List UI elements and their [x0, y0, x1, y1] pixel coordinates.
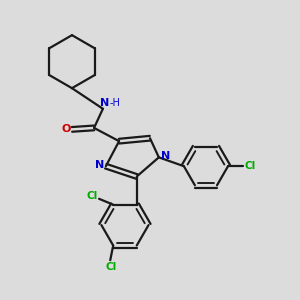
Text: Cl: Cl: [86, 191, 97, 201]
Text: Cl: Cl: [105, 262, 116, 272]
Text: Cl: Cl: [244, 161, 256, 171]
Text: N: N: [100, 98, 109, 109]
Text: N: N: [161, 151, 170, 161]
Text: O: O: [61, 124, 71, 134]
Text: -H: -H: [109, 98, 120, 109]
Text: N: N: [95, 160, 104, 170]
